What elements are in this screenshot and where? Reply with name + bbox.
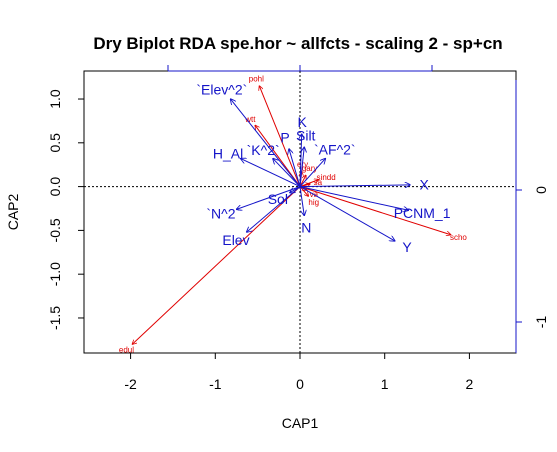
constraint-label-elev: Elev <box>222 232 249 248</box>
species-label-scho: scho <box>450 233 467 242</box>
species-label-hig: hig <box>308 198 319 207</box>
constraint-label-k: K <box>297 114 307 130</box>
constraint-arrow-n <box>299 186 304 216</box>
constraint-label-x: X <box>419 177 429 193</box>
constraint-label-n: N <box>301 219 311 235</box>
species-label-sa: sa <box>314 178 323 187</box>
constraint-label-pcnm-1: PCNM_1 <box>394 205 451 221</box>
right-tick-label: -1 <box>533 316 549 329</box>
species-label-pohl: pohl <box>249 74 264 83</box>
constraint-arrow-y <box>299 186 395 241</box>
x-tick-label: -2 <box>124 376 137 392</box>
constraint-arrow-pcnm-1 <box>299 186 408 211</box>
species-label-gary: gary <box>302 164 318 173</box>
constraint-arrow-p <box>289 149 301 187</box>
constraint-label-sol: Sol <box>268 191 288 207</box>
species-arrow-pohl <box>259 86 301 187</box>
constraint-arrow-sol <box>290 186 301 193</box>
species-arrow-edul <box>132 186 301 345</box>
constraint-arrow-af-2 <box>299 159 325 187</box>
constraint-label-h-al: H_Al <box>213 145 243 161</box>
right-tick-label: 0 <box>533 186 549 194</box>
y-tick-label: -1.5 <box>47 306 63 330</box>
constraint-arrow-silt <box>299 147 304 187</box>
y-axis: -1.5 -1.0 -0.5 0.0 0.5 1.0 <box>47 89 85 330</box>
species-label-edul: edul <box>119 346 134 355</box>
constraint-label-y: Y <box>402 239 412 255</box>
constraint-label-p: P <box>280 129 289 145</box>
constraint-arrow-k-2 <box>273 159 301 187</box>
constraint-arrow-h-al <box>241 159 301 188</box>
y-axis-label: CAP2 <box>5 194 21 231</box>
constraint-arrow-k <box>300 134 302 187</box>
x-axis: -2 -1 0 1 2 <box>124 352 474 392</box>
species-arrow-gary <box>299 175 306 187</box>
y-tick-label: -1.0 <box>47 262 63 286</box>
constraint-label-af-2: `AF^2` <box>314 142 356 158</box>
species-arrow-hig <box>299 186 308 197</box>
species-arrows: pohlwttschoedulgarysinddsaeryhigva <box>119 74 468 354</box>
y-tick-label: 1.0 <box>47 89 63 109</box>
constraint-label-silt: Silt <box>296 127 316 143</box>
chart-title: Dry Biplot RDA spe.hor ~ allfcts - scali… <box>93 34 502 53</box>
constraint-arrow-elev <box>247 186 301 233</box>
x-axis-label: CAP1 <box>282 415 319 431</box>
constraint-arrow-elev-2 <box>231 99 301 187</box>
y-tick-label: -0.5 <box>47 218 63 242</box>
species-label-sindd: sindd <box>317 173 336 182</box>
x-tick-label: 0 <box>296 376 304 392</box>
species-label-wtt: wtt <box>244 115 256 124</box>
constraint-label-elev-2: `Elev^2` <box>196 82 247 98</box>
species-arrow-scho <box>299 186 451 235</box>
right-axis: 0 -1 <box>516 186 549 328</box>
constraint-arrow-x <box>299 185 410 187</box>
x-tick-label: -1 <box>209 376 222 392</box>
y-tick-label: 0.0 <box>47 177 63 197</box>
top-axis <box>167 65 433 71</box>
constraint-label-n-2: `N^2` <box>206 205 240 221</box>
y-tick-label: 0.5 <box>47 133 63 153</box>
constraint-label-k-2: `K^2` <box>247 142 280 158</box>
x-tick-label: 1 <box>381 376 389 392</box>
x-tick-label: 2 <box>466 376 474 392</box>
